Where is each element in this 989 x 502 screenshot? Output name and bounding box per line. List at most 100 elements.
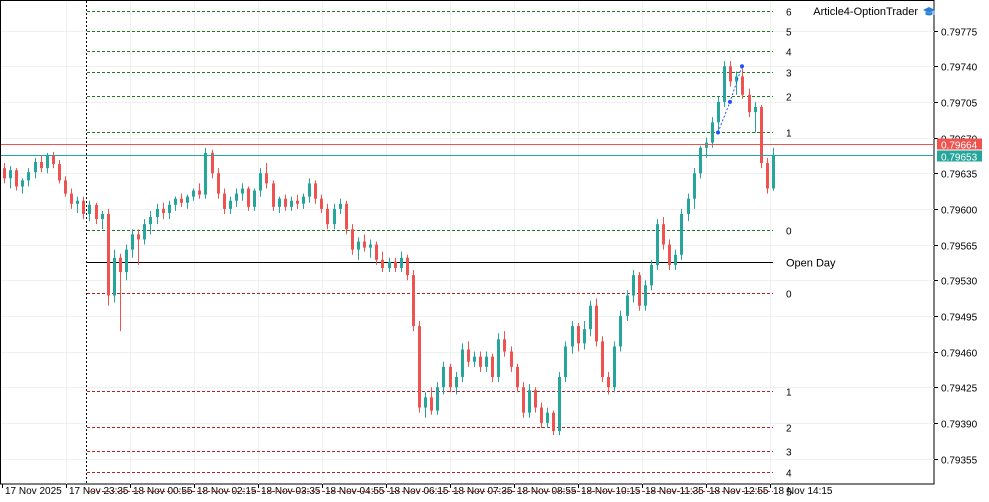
y-tick-label: 0.79565 (941, 242, 978, 253)
graduation-cap-icon (923, 7, 935, 16)
candle-body (369, 244, 372, 248)
candle-body (406, 257, 409, 276)
open-day-label: Open Day (786, 258, 836, 270)
candle-body (424, 397, 427, 408)
candle-body (619, 315, 622, 347)
candle-body (729, 66, 732, 82)
candle-body (88, 204, 91, 214)
candle-body (412, 275, 415, 327)
candle-body (15, 170, 18, 187)
candle-body (113, 257, 116, 296)
candle-body (735, 76, 738, 82)
candle-body (479, 356, 482, 367)
ask-price-label: 0.79664 (941, 141, 978, 152)
candle-body (339, 203, 342, 209)
upper-level-label: 5 (786, 28, 792, 39)
candle-body (687, 198, 690, 214)
candle-body (656, 224, 659, 265)
candle-body (760, 106, 763, 164)
candle-body (400, 257, 403, 268)
candle-body (296, 200, 299, 204)
candle-body (27, 172, 30, 181)
upper-level-label: 6 (786, 8, 792, 19)
candle-body (70, 193, 73, 204)
ask-price-tag (937, 138, 982, 150)
candle-body (107, 213, 110, 296)
candle-body (186, 196, 189, 203)
candle-body (302, 196, 305, 204)
candle-body (388, 261, 391, 268)
candle-body (265, 173, 268, 184)
candle-body (595, 305, 598, 342)
candle-body (34, 162, 37, 173)
trade-marker (740, 64, 744, 69)
candle-body (467, 349, 470, 362)
candle-body (449, 366, 452, 388)
candle-body (772, 154, 775, 189)
candle-body (607, 377, 610, 388)
candle-body (21, 180, 24, 187)
candle-body (272, 183, 275, 207)
candle-body (644, 285, 647, 306)
candle-body (229, 200, 232, 209)
y-tick-label: 0.79425 (941, 384, 978, 395)
candle-body (534, 390, 537, 408)
lower-level-label: 0 (786, 290, 792, 301)
x-tick-label: 18 Nov 14:15 (773, 486, 833, 497)
y-tick-label: 0.79355 (941, 456, 978, 467)
candle-body (723, 66, 726, 102)
candle-body (211, 152, 214, 174)
candle-body (674, 254, 677, 265)
candle-body (217, 173, 220, 194)
candle-body (601, 341, 604, 378)
candle-body (351, 229, 354, 250)
upper-level-label: 3 (786, 69, 792, 80)
y-tick-label: 0.79705 (941, 99, 978, 110)
candle-body (326, 208, 329, 225)
candle-body (320, 198, 323, 209)
plot-area[interactable] (0, 0, 935, 485)
candle-body (235, 193, 238, 201)
y-tick-label: 0.79495 (941, 313, 978, 324)
candle-body (613, 346, 616, 388)
candle-body (436, 387, 439, 411)
y-tick-label: 0.79600 (941, 206, 978, 217)
candle-body (40, 162, 43, 169)
candle-body (564, 346, 567, 378)
upper-level-label: 1 (786, 129, 792, 140)
y-tick-label: 0.79390 (941, 420, 978, 431)
candle-body (473, 356, 476, 362)
candle-body (333, 208, 336, 225)
candle-body (149, 217, 152, 225)
candle-body (180, 198, 183, 203)
candle-body (680, 213, 683, 255)
candle-body (375, 244, 378, 260)
trade-marker (728, 99, 732, 104)
candle-body (748, 94, 751, 113)
candle-body (345, 203, 348, 230)
candle-body (717, 101, 720, 123)
candle-body (558, 377, 561, 432)
ea-badge[interactable]: Article4-OptionTrader (813, 5, 936, 19)
y-tick-label: 0.79460 (941, 349, 978, 360)
y-tick-label: 0.79740 (941, 63, 978, 74)
candle-body (455, 377, 458, 388)
candle-body (381, 259, 384, 268)
candle-body (363, 241, 366, 248)
candle-body (174, 198, 177, 205)
upper-level-label: 4 (786, 48, 792, 59)
candle-body (693, 173, 696, 199)
y-tick-label: 0.79635 (941, 170, 978, 181)
lower-level-label: 1 (786, 388, 792, 399)
candle-body (192, 190, 195, 197)
candle-body (308, 183, 311, 197)
candle-body (668, 244, 671, 265)
candle-body (52, 155, 55, 165)
candle-body (583, 329, 586, 344)
candle-body (577, 326, 580, 344)
candle-body (430, 397, 433, 411)
candle-body (3, 168, 6, 179)
x-tick-label: 18 Nov 10:15 (581, 486, 641, 497)
